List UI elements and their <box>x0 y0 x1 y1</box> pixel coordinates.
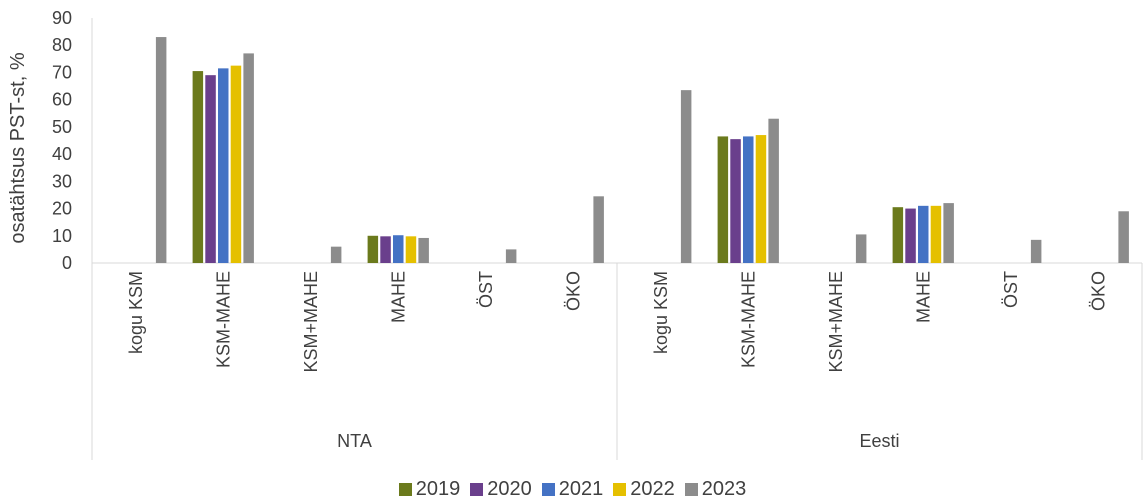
legend-label: 2023 <box>701 478 747 500</box>
y-tick-label: 80 <box>52 35 72 55</box>
bar-Eesti-2023 <box>680 90 692 263</box>
x-category-label: kogu KSM <box>651 271 671 354</box>
chart-axes <box>91 18 1143 460</box>
bar-Eesti-2021 <box>918 205 929 263</box>
legend-item-2019: 2019 <box>398 478 461 501</box>
y-tick-label: 0 <box>62 253 72 273</box>
bar-Eesti-2023 <box>855 234 867 263</box>
y-tick-label: 10 <box>52 226 72 246</box>
legend-swatch <box>613 483 627 496</box>
legend-swatch <box>398 483 412 496</box>
bar-NTA-2023 <box>330 246 342 263</box>
bar-NTA-2023 <box>505 249 517 263</box>
chart-labels: 0 10 20 30 40 50 60 70 80 90 kogu KSM KSM-MAHE KSM+M… <box>52 8 1108 451</box>
bar-Eesti-2023 <box>1118 211 1129 263</box>
bar-Eesti-2021 <box>743 136 754 263</box>
x-category-label: ÖKO <box>1088 271 1108 311</box>
x-category-label: KSM+MAHE <box>301 271 321 373</box>
bar-Eesti-2023 <box>1030 239 1042 263</box>
bar-NTA-2023 <box>418 237 429 263</box>
bar-Eesti-2023 <box>768 118 779 263</box>
bar-NTA-2021 <box>218 68 229 263</box>
chart-bars <box>155 37 1129 264</box>
bar-NTA-2023 <box>593 196 604 263</box>
y-tick-label: 20 <box>52 199 72 219</box>
legend-item-2022: 2022 <box>613 478 675 501</box>
legend-label: 2021 <box>558 478 604 500</box>
bar-Eesti-2022 <box>930 205 942 263</box>
legend-item-2023: 2023 <box>684 478 747 501</box>
x-category-label: KSM-MAHE <box>213 271 233 368</box>
x-category-label: ÖKO <box>563 271 583 311</box>
y-axis-title: osatähtsus PST-st, % <box>7 52 29 243</box>
bar-NTA-2019 <box>192 71 204 263</box>
bar-NTA-2022 <box>405 236 417 263</box>
y-tick-label: 70 <box>52 62 72 82</box>
bar-Eesti-2020 <box>730 139 741 263</box>
x-category-label: MAHE <box>388 271 408 323</box>
chart-legend: 2019 2020 2021 2022 2023 <box>0 478 1145 501</box>
bar-Eesti-2019 <box>892 207 904 263</box>
legend-label: 2022 <box>630 478 675 500</box>
legend-swatch <box>684 483 698 496</box>
x-category-label: ÖST <box>476 271 496 308</box>
y-tick-label: 90 <box>52 8 72 28</box>
legend-swatch <box>541 483 555 496</box>
x-group-label: NTA <box>337 431 372 451</box>
bar-Eesti-2020 <box>905 208 916 263</box>
bar-NTA-2021 <box>393 235 404 263</box>
legend-item-2021: 2021 <box>541 478 604 501</box>
y-tick-label: 40 <box>52 144 72 164</box>
bar-Eesti-2022 <box>755 135 767 263</box>
x-group-label: Eesti <box>859 431 899 451</box>
x-category-label: KSM+MAHE <box>826 271 846 373</box>
x-category-label: kogu KSM <box>126 271 146 354</box>
y-tick-label: 30 <box>52 171 72 191</box>
bar-NTA-2019 <box>367 235 379 263</box>
legend-label: 2019 <box>415 478 461 500</box>
bar-NTA-2020 <box>380 236 391 263</box>
bar-Eesti-2023 <box>943 203 954 263</box>
bar-NTA-2020 <box>205 75 216 263</box>
legend-item-2020: 2020 <box>470 478 532 501</box>
bar-NTA-2023 <box>243 53 254 263</box>
y-tick-label: 60 <box>52 90 72 110</box>
bar-NTA-2023 <box>155 37 167 264</box>
legend-label: 2020 <box>487 478 532 500</box>
x-category-label: MAHE <box>913 271 933 323</box>
y-tick-label: 50 <box>52 117 72 137</box>
x-category-label: KSM-MAHE <box>738 271 758 368</box>
x-category-label: ÖST <box>1001 271 1021 308</box>
bar-NTA-2022 <box>230 65 242 263</box>
bar-Eesti-2019 <box>717 136 729 263</box>
legend-swatch <box>470 483 484 496</box>
